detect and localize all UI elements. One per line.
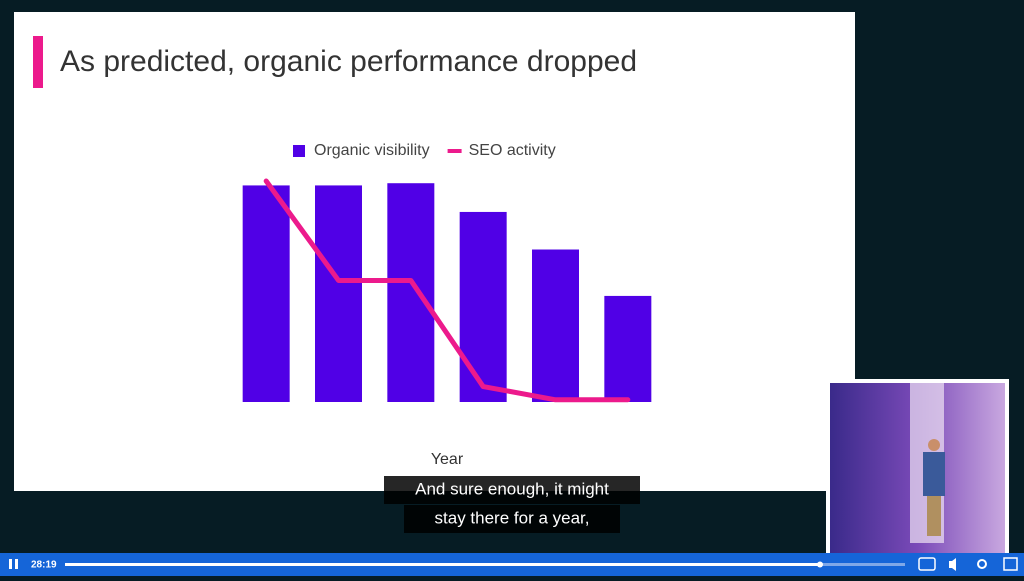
caption-line: stay there for a year, <box>435 508 590 527</box>
x-axis-label: Year <box>431 451 464 468</box>
cc-button[interactable] <box>918 557 936 571</box>
control-bar: 28:19 <box>0 553 1024 576</box>
title-accent <box>33 36 43 88</box>
bar <box>315 185 362 402</box>
progress-fill <box>65 563 820 566</box>
bar <box>459 211 507 402</box>
line <box>263 178 631 403</box>
pause-button[interactable] <box>9 559 12 569</box>
bar <box>532 249 579 402</box>
caption-box <box>404 505 620 533</box>
settings-button[interactable] <box>977 559 987 569</box>
bar <box>387 183 435 402</box>
caption-line: And sure enough, it might <box>415 479 609 498</box>
captions: And sure enough, it might stay there for… <box>384 476 640 533</box>
legend-label: Organic visibility <box>314 142 430 159</box>
progress-handle[interactable] <box>817 561 823 568</box>
caption-box <box>384 476 640 504</box>
bar <box>242 185 290 402</box>
volume-button[interactable] <box>949 558 956 571</box>
bar <box>604 295 652 402</box>
speaker-video <box>826 379 1009 554</box>
speaker-body <box>923 452 945 496</box>
speaker-head <box>928 439 940 451</box>
fullscreen-button[interactable] <box>1003 557 1018 571</box>
slide <box>14 12 855 491</box>
legend-swatch <box>293 145 305 157</box>
slide-title: As predicted, organic performance droppe… <box>60 45 637 78</box>
speaker-legs <box>927 496 941 536</box>
time: 28:19 <box>31 560 57 571</box>
legend-label: SEO activity <box>469 142 556 159</box>
pause-button-part <box>15 559 18 569</box>
